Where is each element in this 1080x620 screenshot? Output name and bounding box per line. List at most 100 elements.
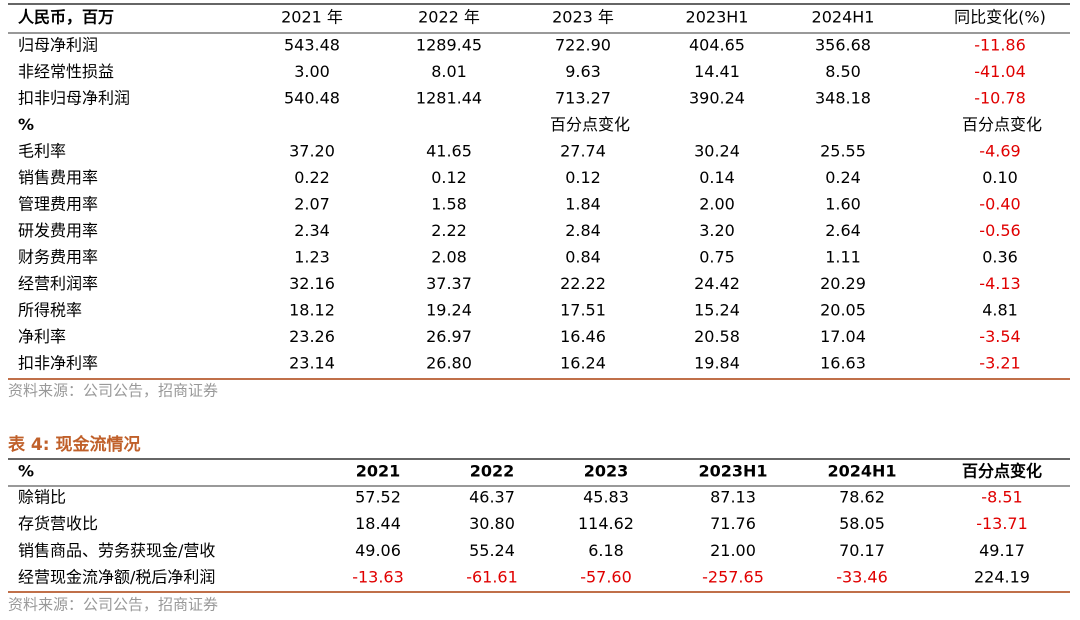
- row-cell: -0.40: [979, 195, 1020, 214]
- row-cell: 390.24: [689, 89, 745, 108]
- row-cell: 21.00: [710, 541, 756, 560]
- row-label: 扣非净利率: [18, 354, 98, 373]
- row-cell: -0.56: [979, 221, 1020, 240]
- row-cell: 49.06: [355, 541, 401, 560]
- row-cell: 356.68: [815, 36, 871, 55]
- row-cell: 540.48: [284, 89, 340, 108]
- row-cell: -3.21: [979, 354, 1020, 373]
- row-cell: 16.24: [560, 354, 606, 373]
- row-cell: 2.22: [431, 221, 467, 240]
- row-cell: 1.84: [565, 195, 601, 214]
- row-label: 所得税率: [18, 301, 82, 320]
- row-cell: 15.24: [694, 301, 740, 320]
- header-cell: 2023H1: [698, 462, 767, 481]
- row-cell: 16.63: [820, 354, 866, 373]
- row-cell: 19.24: [426, 301, 472, 320]
- row-cell: 2.84: [565, 221, 601, 240]
- subheader-note: 百分点变化: [962, 115, 1042, 134]
- source: 资料来源：公司公告，招商证券: [8, 382, 218, 400]
- row-label: 净利率: [18, 327, 66, 346]
- row-cell: 9.63: [565, 62, 601, 81]
- row-cell: 722.90: [555, 36, 611, 55]
- row-cell: -8.51: [981, 488, 1022, 507]
- header-cell: 百分点变化: [962, 462, 1042, 481]
- row-cell: 2.07: [294, 195, 330, 214]
- row-cell: -257.65: [702, 568, 764, 587]
- row-cell: 2.00: [699, 195, 735, 214]
- row-cell: -11.86: [974, 36, 1026, 55]
- row-cell: 30.80: [469, 514, 515, 533]
- header-cell: 同比变化(%): [954, 8, 1046, 27]
- row-cell: 30.24: [694, 142, 740, 161]
- row-cell: 17.51: [560, 301, 606, 320]
- row-cell: 49.17: [979, 541, 1025, 560]
- row-cell: 24.42: [694, 274, 740, 293]
- row-cell: 348.18: [815, 89, 871, 108]
- row-label: 归母净利润: [18, 36, 98, 55]
- row-cell: 18.12: [289, 301, 335, 320]
- row-cell: -41.04: [974, 62, 1026, 81]
- row-cell: 1289.45: [416, 36, 482, 55]
- row-cell: 0.75: [699, 248, 735, 267]
- row-cell: -13.63: [352, 568, 404, 587]
- row-cell: 16.46: [560, 327, 606, 346]
- row-cell: 32.16: [289, 274, 335, 293]
- row-label: 管理费用率: [18, 195, 98, 214]
- row-cell: -57.60: [580, 568, 632, 587]
- row-cell: 17.04: [820, 327, 866, 346]
- row-label: 赊销比: [18, 488, 66, 507]
- row-cell: 26.97: [426, 327, 472, 346]
- header-cell: 2024H1: [812, 8, 875, 27]
- row-cell: 1.60: [825, 195, 861, 214]
- row-cell: -3.54: [979, 327, 1020, 346]
- row-cell: 55.24: [469, 541, 515, 560]
- row-cell: 37.20: [289, 142, 335, 161]
- header-cell: 2024H1: [827, 462, 896, 481]
- row-cell: -10.78: [974, 89, 1026, 108]
- header-label: %: [18, 462, 34, 481]
- row-cell: 0.12: [565, 168, 601, 187]
- row-cell: 1.23: [294, 248, 330, 267]
- row-cell: -4.13: [979, 274, 1020, 293]
- row-cell: 23.14: [289, 354, 335, 373]
- row-cell: 114.62: [578, 514, 634, 533]
- row-cell: 0.36: [982, 248, 1018, 267]
- row-cell: 1281.44: [416, 89, 482, 108]
- row-cell: 6.18: [588, 541, 624, 560]
- header-cell: 2023: [584, 462, 629, 481]
- row-cell: 20.29: [820, 274, 866, 293]
- row-label: 经营利润率: [18, 274, 98, 293]
- row-cell: 1.58: [431, 195, 467, 214]
- row-cell: 0.10: [982, 168, 1018, 187]
- subheader-note: 百分点变化: [550, 115, 630, 134]
- header-cell: 2021 年: [281, 8, 343, 27]
- row-label: 研发费用率: [18, 221, 98, 240]
- row-cell: 404.65: [689, 36, 745, 55]
- row-cell: 22.22: [560, 274, 606, 293]
- row-cell: 19.84: [694, 354, 740, 373]
- header-label: 人民币，百万: [18, 8, 114, 27]
- row-cell: -13.71: [976, 514, 1028, 533]
- row-cell: 20.05: [820, 301, 866, 320]
- row-cell: 2.08: [431, 248, 467, 267]
- subheader-label: %: [18, 115, 34, 134]
- row-cell: 18.44: [355, 514, 401, 533]
- row-cell: 713.27: [555, 89, 611, 108]
- row-cell: 1.11: [825, 248, 861, 267]
- row-cell: 87.13: [710, 488, 756, 507]
- row-label: 销售商品、劳务获现金/营收: [18, 541, 215, 560]
- row-cell: 46.37: [469, 488, 515, 507]
- table-title: 表 4: 现金流情况: [8, 434, 140, 455]
- row-cell: 224.19: [974, 568, 1030, 587]
- row-cell: 27.74: [560, 142, 606, 161]
- header-cell: 2023 年: [552, 8, 614, 27]
- row-cell: 3.20: [699, 221, 735, 240]
- row-cell: 0.84: [565, 248, 601, 267]
- row-cell: 78.62: [839, 488, 885, 507]
- row-cell: 26.80: [426, 354, 472, 373]
- row-cell: 543.48: [284, 36, 340, 55]
- row-cell: 0.24: [825, 168, 861, 187]
- row-cell: 2.34: [294, 221, 330, 240]
- row-cell: 0.22: [294, 168, 330, 187]
